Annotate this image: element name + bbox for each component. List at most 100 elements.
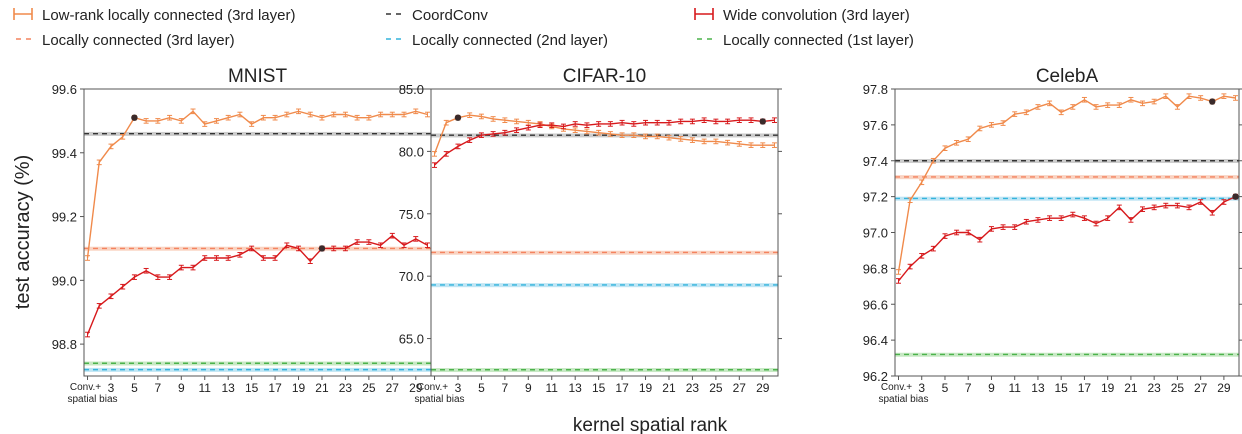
legend-label: Wide convolution (3rd layer): [723, 7, 910, 24]
y-tick-label: 97.4: [863, 154, 888, 169]
legend-label: Locally connected (3rd layer): [42, 32, 235, 49]
best-point: [1209, 98, 1216, 105]
legend-label: CoordConv: [412, 7, 488, 24]
x-tick-label: 9: [178, 381, 185, 395]
legend-entry: Wide convolution (3rd layer): [694, 7, 910, 24]
x-tick-label: 27: [733, 381, 747, 395]
y-tick-label: 70.0: [399, 269, 424, 284]
x-tick-label: 3: [455, 381, 462, 395]
x-tick-label: 19: [292, 381, 306, 395]
best-point: [454, 114, 462, 121]
x-tick-label: 29: [1217, 381, 1231, 395]
x-tick-label: 21: [662, 381, 676, 395]
y-tick-label: 97.6: [863, 118, 888, 133]
x-tick-label: 13: [222, 381, 236, 395]
y-tick-label: 85.0: [399, 82, 424, 97]
x-tick-label-first: Conv.+: [881, 382, 912, 393]
x-tick-label: 11: [546, 381, 559, 395]
y-tick-label: 97.8: [863, 82, 888, 97]
x-tick-label: 19: [639, 381, 653, 395]
series-line: [433, 114, 775, 155]
x-tick-label: 27: [386, 381, 400, 395]
best-point: [318, 245, 326, 252]
x-tick-label-first-sub: spatial bias: [415, 394, 465, 405]
plot-frame: [430, 88, 779, 377]
legend-entry: CoordConv: [386, 7, 488, 24]
x-tick-label: 25: [1171, 381, 1185, 395]
legend-entry: Low-rank locally connected (3rd layer): [13, 7, 295, 24]
x-tick-label: 13: [1031, 381, 1045, 395]
y-tick-label: 65.0: [399, 332, 424, 347]
plot-area: [84, 89, 431, 376]
x-tick-label: 25: [709, 381, 723, 395]
y-tick-label: 99.2: [52, 210, 77, 225]
x-tick-label: 23: [1147, 381, 1161, 395]
y-tick-label: 96.6: [863, 297, 888, 312]
y-tick-label: 97.2: [863, 190, 888, 205]
x-tick-label: 5: [942, 381, 949, 395]
legend: Low-rank locally connected (3rd layer) Co…: [13, 7, 914, 49]
y-tick-label: 97.0: [863, 226, 888, 241]
y-tick-label: 99.6: [52, 82, 77, 97]
x-tick-label: 27: [1194, 381, 1208, 395]
x-tick-label: 11: [199, 381, 212, 395]
x-tick-label: 7: [502, 381, 509, 395]
series-line: [86, 234, 428, 335]
x-tick-label: 21: [315, 381, 329, 395]
x-tick-label: 17: [268, 381, 282, 395]
x-axis-label: kernel spatial rank: [573, 415, 728, 434]
plot-area: [895, 89, 1239, 376]
x-tick-label: 3: [108, 381, 115, 395]
y-tick-label: 80.0: [399, 144, 424, 159]
legend-label: Low-rank locally connected (3rd layer): [42, 7, 295, 24]
x-tick-label: 15: [1055, 381, 1069, 395]
x-tick-label: 21: [1124, 381, 1138, 395]
panel-title: CIFAR-10: [563, 66, 646, 87]
x-tick-label: 13: [569, 381, 583, 395]
best-point: [131, 114, 138, 121]
x-tick-label: 9: [988, 381, 995, 395]
series-line: [897, 195, 1236, 282]
best-point: [1232, 193, 1239, 200]
panel-title: MNIST: [228, 66, 288, 87]
chart-panel: CIFAR-10 65.0 70.0 75.0 80.0 85.0 3 5 7 9 11 13 15 17…: [399, 66, 782, 405]
y-tick-label: 96.2: [863, 369, 888, 384]
x-tick-label: 25: [362, 381, 376, 395]
chart-panels: MNIST 98.8 99.0 99.2 99.4 99.6 3 5 7 9 11 13 15 17 19 2…: [52, 66, 1242, 405]
x-tick-label: 29: [409, 381, 423, 395]
panel-title: CelebA: [1036, 66, 1099, 87]
x-tick-label-first: Conv.+: [70, 382, 101, 393]
legend-entry: Locally connected (2nd layer): [386, 32, 608, 49]
x-tick-label: 5: [131, 381, 138, 395]
x-tick-label: 17: [1078, 381, 1092, 395]
x-tick-label-first-sub: spatial bias: [68, 394, 118, 405]
legend-entry: Locally connected (3rd layer): [16, 32, 235, 49]
x-tick-label: 23: [686, 381, 700, 395]
legend-label: Locally connected (1st layer): [723, 32, 914, 49]
x-tick-label: 9: [525, 381, 532, 395]
x-tick-label-first: Conv.+: [417, 382, 448, 393]
plot-area: [431, 89, 778, 376]
chart-panel: MNIST 98.8 99.0 99.2 99.4 99.6 3 5 7 9 11 13 15 17 19 2…: [52, 66, 435, 405]
best-point: [759, 118, 766, 125]
series-line: [434, 119, 775, 166]
chart-panel: CelebA96.296.496.696.897.097.297.497.697…: [863, 66, 1242, 405]
x-tick-label: 17: [615, 381, 629, 395]
y-tick-label: 96.8: [863, 261, 888, 276]
y-tick-label: 98.8: [52, 337, 77, 352]
x-tick-label: 7: [155, 381, 162, 395]
x-tick-label: 7: [965, 381, 972, 395]
series-line: [86, 110, 428, 259]
y-tick-label: 99.4: [52, 146, 77, 161]
x-tick-label: 15: [245, 381, 259, 395]
x-tick-label: 15: [592, 381, 606, 395]
x-tick-label: 23: [339, 381, 353, 395]
x-tick-label: 5: [478, 381, 485, 395]
legend-entry: Locally connected (1st layer): [697, 32, 914, 49]
y-tick-label: 96.4: [863, 333, 888, 348]
y-axis-label: test accuracy (%): [12, 155, 34, 309]
y-tick-label: 99.0: [52, 273, 77, 288]
x-tick-label: 11: [1008, 381, 1021, 395]
x-tick-label-first-sub: spatial bias: [878, 394, 928, 405]
